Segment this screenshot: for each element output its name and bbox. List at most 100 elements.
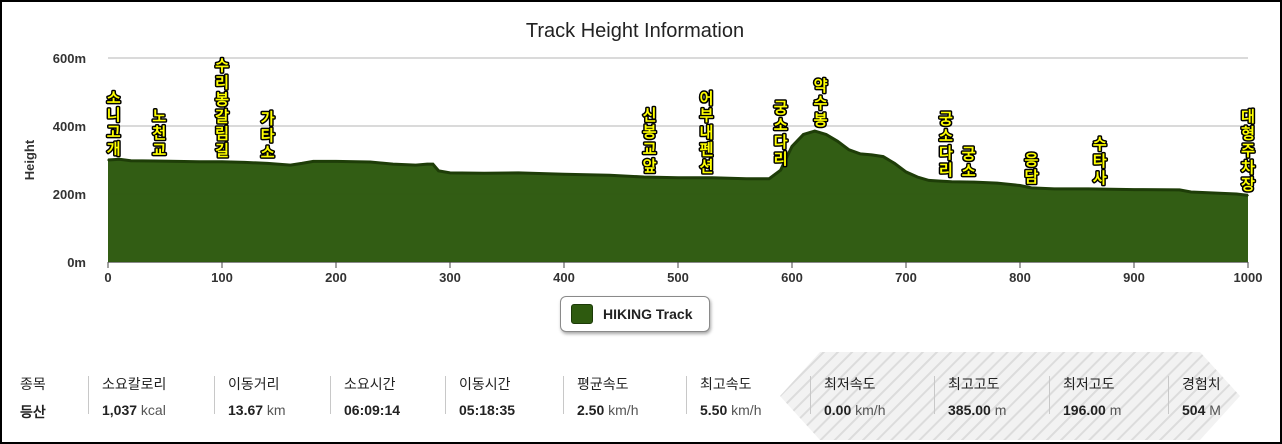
stat-label: 종목 — [20, 377, 46, 393]
data-point — [939, 180, 941, 182]
stat-unit: km/h — [727, 402, 762, 418]
data-point — [266, 162, 269, 165]
stat-item: 경험치 504 M — [1182, 374, 1221, 418]
data-point — [563, 173, 565, 176]
data-point — [392, 163, 394, 165]
svg-text:가타소: 가타소 — [261, 109, 275, 161]
stat-value: 06:09:14 — [344, 402, 401, 418]
data-point — [130, 159, 132, 162]
y-tick-label: 0m — [67, 255, 86, 270]
data-point — [449, 172, 451, 174]
stat-value: 5.50 km/h — [700, 402, 762, 418]
x-tick-label: 900 — [1123, 270, 1145, 285]
data-point — [973, 181, 976, 183]
data-point — [893, 162, 896, 165]
data-point — [244, 161, 246, 164]
stat-item: 이동거리 13.67 km — [228, 374, 286, 418]
data-point — [677, 176, 679, 179]
legend[interactable]: HIKING Track — [560, 296, 710, 332]
data-point — [825, 133, 827, 136]
data-point — [905, 171, 907, 173]
stat-separator — [686, 376, 687, 414]
stat-value: 0.00 km/h — [824, 402, 886, 418]
stat-label: 소요시간 — [344, 377, 396, 393]
stat-label: 이동시간 — [459, 377, 511, 393]
data-point — [198, 160, 200, 163]
data-point — [301, 162, 303, 165]
y-tick-label: 600m — [53, 51, 86, 66]
stat-unit: M — [1205, 402, 1221, 418]
svg-text:수타사: 수타사 — [1093, 135, 1107, 187]
stat-unit: m — [1105, 402, 1122, 418]
stat-item: 이동시간 05:18:35 — [459, 374, 515, 418]
stat-label: 최저고도 — [1063, 377, 1115, 393]
stat-item: 평균속도 2.50 km/h — [577, 374, 638, 418]
data-point — [118, 158, 121, 161]
stat-separator — [88, 376, 89, 414]
legend-swatch — [571, 304, 593, 324]
stat-unit: km/h — [604, 402, 639, 418]
data-point — [369, 161, 372, 163]
data-point — [312, 160, 315, 163]
data-point — [1019, 184, 1021, 187]
svg-text:노천교: 노천교 — [152, 107, 166, 159]
data-point — [152, 160, 155, 162]
stat-unit: m — [990, 402, 1007, 418]
data-point — [1178, 189, 1181, 191]
data-point — [432, 163, 434, 165]
area-fill — [108, 131, 1248, 262]
stat-value: 504 M — [1182, 402, 1221, 418]
x-tick-label: 0 — [104, 270, 111, 285]
data-point — [1213, 192, 1215, 194]
x-tick-label: 1000 — [1234, 270, 1263, 285]
waypoint-annotations: 소 니 고 개노 천 교수 리 봉 갈 림 길가 타 소신 봉 교 앞어 부 내 펜 션궁 소 다 리약 수 봉 궁 소 다 리궁 소응 담… — [105, 55, 1257, 195]
data-point — [882, 155, 884, 158]
y-tick-label: 200m — [53, 187, 86, 202]
data-point — [221, 160, 223, 163]
data-point — [643, 176, 645, 178]
x-tick-label: 200 — [325, 270, 347, 285]
stat-item: 최고고도 385.00 m — [948, 374, 1006, 418]
stat-item: 최고속도 5.50 km/h — [700, 374, 761, 418]
y-tick-label: 400m — [53, 119, 86, 134]
stats-background-stripes — [780, 352, 1240, 440]
stat-label: 평균속도 — [577, 377, 629, 393]
stat-separator — [330, 376, 331, 414]
legend-label: HIKING Track — [603, 306, 693, 322]
data-point — [996, 182, 998, 184]
stat-label: 소요칼로리 — [102, 377, 167, 393]
stat-value: 2.50 km/h — [577, 402, 639, 418]
stat-separator — [214, 376, 215, 414]
stat-value: 13.67 km — [228, 402, 286, 418]
data-point — [289, 164, 292, 166]
stat-item: 최저속도 0.00 km/h — [824, 374, 885, 418]
data-point — [175, 160, 178, 163]
stat-unit: km — [263, 402, 286, 418]
stat-separator — [445, 376, 446, 414]
stat-separator — [1049, 376, 1050, 414]
data-point — [916, 176, 919, 178]
stat-unit: km/h — [851, 402, 886, 418]
data-point — [1133, 188, 1135, 191]
stat-separator — [1168, 376, 1169, 414]
y-axis-label: Height — [22, 139, 37, 180]
stat-label: 최저속도 — [824, 377, 876, 393]
stat-separator — [563, 376, 564, 414]
data-point — [335, 160, 337, 163]
data-point — [928, 179, 930, 182]
data-point — [107, 159, 109, 161]
